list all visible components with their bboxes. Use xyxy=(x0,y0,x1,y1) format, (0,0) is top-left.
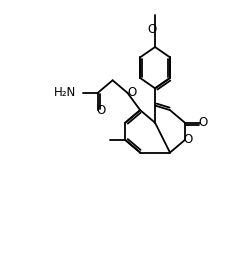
Text: O: O xyxy=(184,133,193,146)
Text: O: O xyxy=(97,104,106,117)
Text: O: O xyxy=(127,87,136,99)
Text: H₂N: H₂N xyxy=(54,87,76,99)
Text: O: O xyxy=(147,23,156,36)
Text: O: O xyxy=(199,116,208,129)
